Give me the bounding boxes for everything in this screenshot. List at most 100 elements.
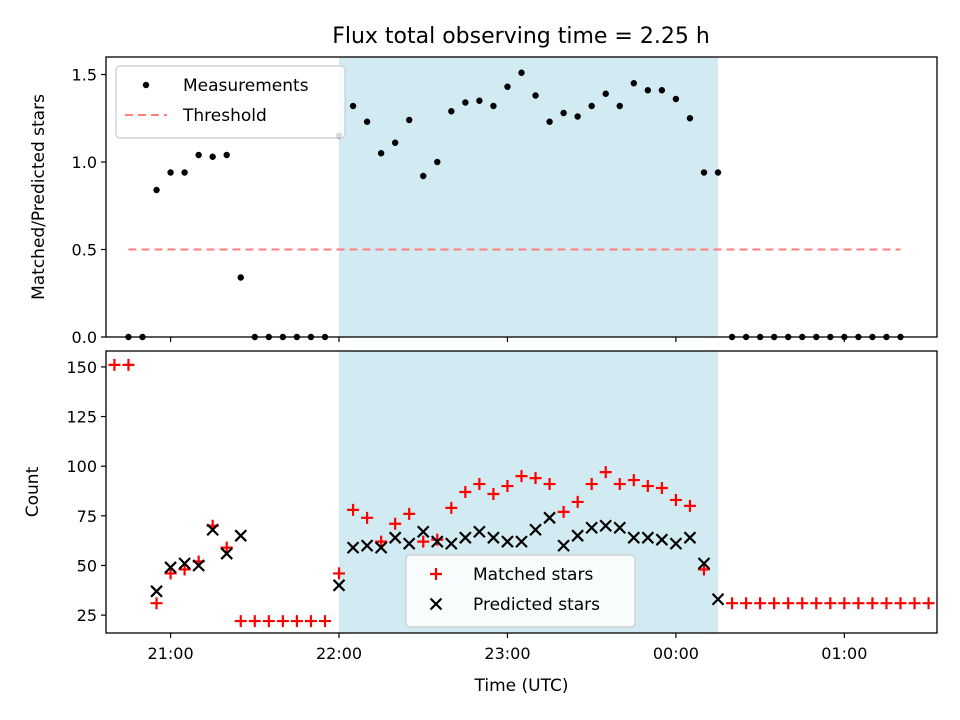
matched-star-point xyxy=(122,358,135,371)
matched-star-point xyxy=(445,501,458,514)
x-tick-label: 00:00 xyxy=(653,644,699,663)
measurement-point xyxy=(195,151,202,159)
measurement-point xyxy=(546,118,553,125)
measurement-point xyxy=(616,102,623,110)
predicted-star-point xyxy=(683,531,697,544)
predicted-star-point xyxy=(627,531,641,544)
y-tick-label: 125 xyxy=(66,408,97,427)
measurement-point xyxy=(434,158,441,166)
predicted-star-point xyxy=(459,531,472,544)
measurement-point xyxy=(490,102,497,110)
measurement-point xyxy=(588,102,595,110)
x-tick-label: 23:00 xyxy=(484,644,530,663)
matched-star-point xyxy=(108,358,121,371)
measurement-point xyxy=(223,151,230,159)
matched-star-point xyxy=(627,474,640,487)
legend-marker-measurements xyxy=(142,81,150,89)
matched-star-point xyxy=(669,493,682,506)
measurement-point xyxy=(462,99,469,106)
predicted-star-point xyxy=(655,533,669,546)
matched-star-point xyxy=(459,486,472,498)
predicted-star-point xyxy=(487,531,500,544)
flux-ratio-panel: 0.0 0.5 1.0 1.5 Matched/Predicted stars Measu… xyxy=(29,56,938,347)
measurement-point xyxy=(686,115,694,122)
matched-star-point xyxy=(473,478,486,491)
measurement-point xyxy=(672,95,680,103)
predicted-star-point xyxy=(206,523,219,537)
x-tick-label: 21:00 xyxy=(148,644,194,663)
measurement-point xyxy=(167,169,174,176)
predicted-star-point xyxy=(360,539,374,552)
measurement-point xyxy=(560,109,567,117)
predicted-star-point xyxy=(599,519,613,533)
matched-star-point xyxy=(585,478,598,491)
matched-star-point xyxy=(697,563,710,576)
matched-star-point xyxy=(248,615,261,628)
matched-star-point xyxy=(276,615,289,628)
predicted-star-point xyxy=(234,529,248,542)
legend-marker-predicted xyxy=(429,597,443,611)
predicted-star-point xyxy=(164,561,177,574)
predicted-star-point xyxy=(515,535,528,548)
legend-box xyxy=(115,65,346,139)
y-tick-label: 0.0 xyxy=(72,328,97,347)
predicted-star-point xyxy=(641,531,655,544)
predicted-star-point xyxy=(332,579,346,592)
measurement-point xyxy=(391,139,399,146)
legend-label: Threshold xyxy=(182,106,267,126)
measurement-point xyxy=(209,153,216,160)
matched-star-point xyxy=(768,597,781,610)
matched-star-point xyxy=(304,615,317,628)
predicted-star-point xyxy=(374,541,388,554)
matched-star-point xyxy=(403,507,416,520)
predicted-star-point xyxy=(529,523,542,537)
y-tick-label: 150 xyxy=(66,358,97,377)
matched-star-point xyxy=(487,487,500,500)
measurement-point xyxy=(518,69,525,76)
y-tick-label: 75 xyxy=(77,507,97,526)
matched-star-point xyxy=(220,541,233,554)
y-axis-label: Count xyxy=(23,466,43,517)
predicted-star-point xyxy=(220,547,233,560)
predicted-star-point xyxy=(445,537,458,550)
predicted-star-point xyxy=(150,585,163,598)
legend-label: Matched stars xyxy=(473,565,593,585)
matched-star-point xyxy=(557,505,570,518)
matched-star-point xyxy=(375,535,388,548)
matched-star-point xyxy=(290,615,303,628)
measurement-point xyxy=(644,87,652,94)
legend-label: Measurements xyxy=(183,76,309,96)
matched-star-point xyxy=(318,615,331,628)
measurement-point xyxy=(602,90,609,97)
predicted-star-point xyxy=(430,535,444,548)
legend-label: Predicted stars xyxy=(473,595,600,615)
measurement-point xyxy=(349,102,357,110)
matched-star-point xyxy=(894,597,907,610)
axes-frame xyxy=(105,56,938,338)
matched-star-point xyxy=(150,597,163,610)
y-axis-label: Matched/Predicted stars xyxy=(29,94,49,300)
predicted-star-point xyxy=(711,592,725,606)
matched-star-point xyxy=(501,480,514,493)
predicted-star-point xyxy=(669,537,683,550)
matched-star-point xyxy=(782,597,795,610)
matched-star-point xyxy=(543,478,556,491)
measurement-point xyxy=(700,169,708,176)
matched-star-point xyxy=(389,517,402,530)
matched-star-point xyxy=(740,597,753,610)
matched-star-point xyxy=(726,597,739,610)
measurement-point xyxy=(377,150,385,157)
matched-star-point xyxy=(824,597,837,610)
y-tick-label: 0.5 xyxy=(72,241,97,260)
measurement-point xyxy=(237,274,244,281)
matched-star-point xyxy=(613,478,626,491)
matched-star-point xyxy=(164,567,177,580)
measurement-point xyxy=(504,83,511,90)
predicted-star-point xyxy=(697,557,711,570)
axes-frame xyxy=(105,350,938,634)
measurement-point xyxy=(630,80,637,87)
y-tick-label: 25 xyxy=(77,606,97,625)
matched-star-point xyxy=(641,480,654,493)
chart-title: Flux total observing time = 2.25 h xyxy=(332,24,710,49)
y-tick-label: 1.0 xyxy=(72,153,97,172)
